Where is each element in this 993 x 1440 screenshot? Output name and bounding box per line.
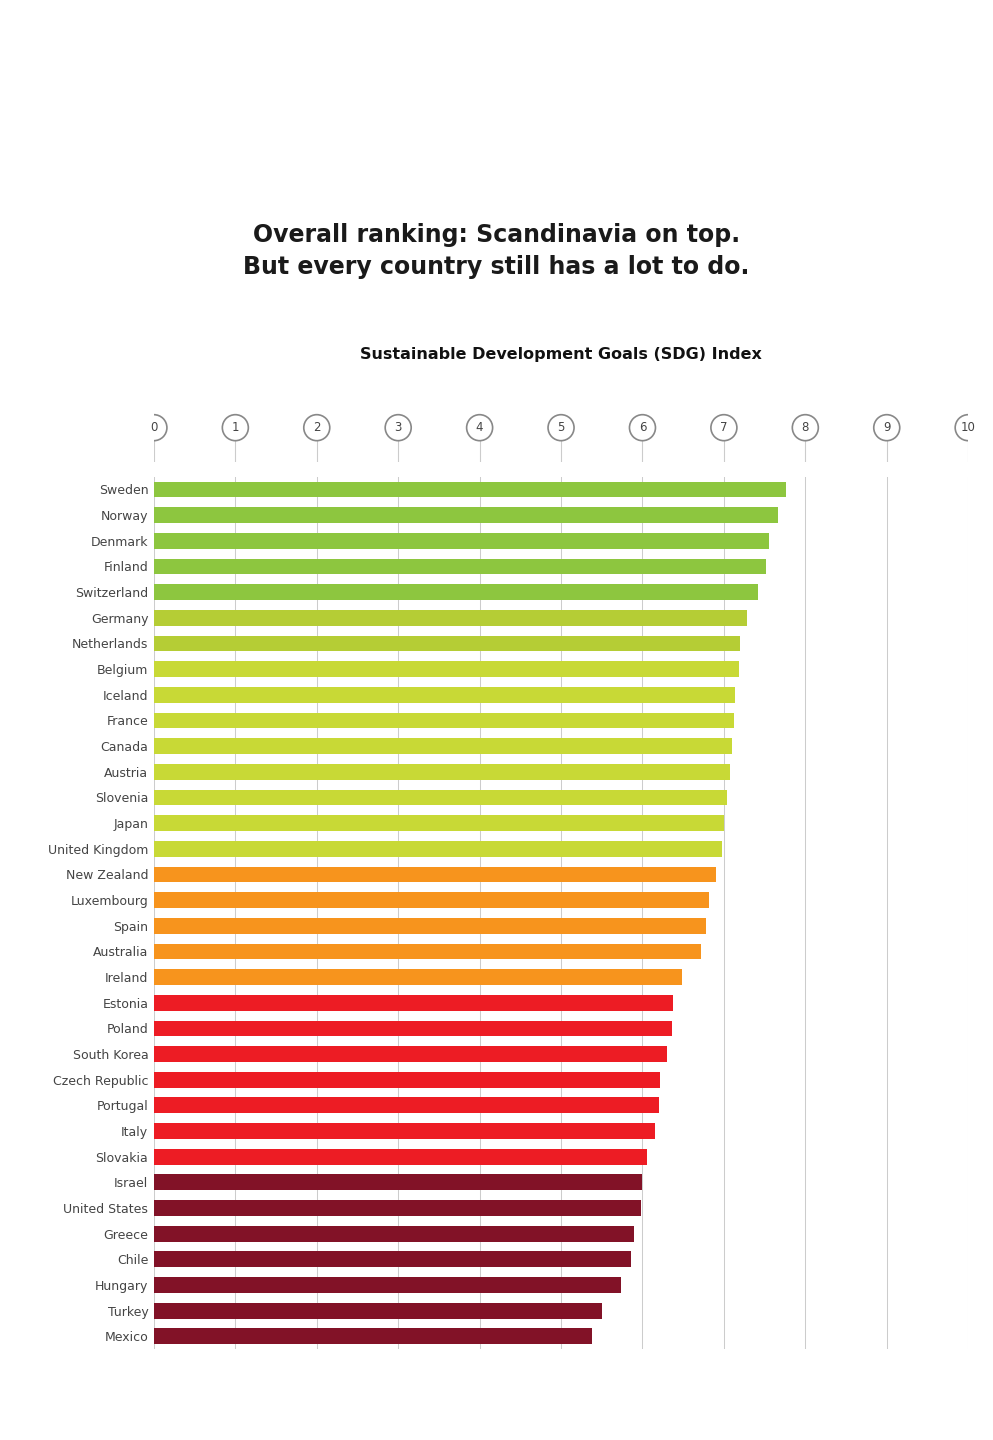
Bar [154,1175,642,1191]
Bar [154,481,785,497]
Text: Stiftung: Stiftung [890,1391,963,1405]
Bar [154,739,732,755]
Bar [154,1047,667,1063]
Bar [154,661,739,677]
Bar [154,713,734,729]
Text: 9: 9 [883,420,891,435]
Text: 1: 1 [231,420,239,435]
Text: 5: 5 [557,420,565,435]
Bar [154,1225,635,1241]
Text: |: | [842,1388,849,1408]
Bar [154,611,747,626]
Bar [154,815,724,831]
Bar [154,1200,640,1215]
Bar [154,969,681,985]
Text: Bertelsmann: Bertelsmann [737,1391,839,1405]
Bar [154,507,778,523]
Text: © Bertelsmann Stiftung 2015: © Bertelsmann Stiftung 2015 [30,1391,215,1405]
Text: 4: 4 [476,420,484,435]
Bar [154,1303,602,1319]
Bar [154,1277,622,1293]
Text: 3: 3 [394,420,402,435]
Bar [154,995,673,1011]
Bar [154,867,716,883]
Text: 2: 2 [313,420,321,435]
Bar [154,635,740,651]
Bar [154,559,767,575]
Bar [154,789,727,805]
Text: Overall ranking: Scandinavia on top.
But every country still has a lot to do.: Overall ranking: Scandinavia on top. But… [243,223,750,279]
Bar [154,1021,672,1037]
Bar [154,763,731,779]
Text: The UN member states have set 17 new
Sustainable Development Goals beginning in : The UN member states have set 17 new Sus… [75,58,918,122]
Bar [154,943,701,959]
Bar [154,1329,592,1345]
Bar [154,1251,632,1267]
Bar [154,585,758,600]
Bar [154,687,735,703]
Text: 0: 0 [150,420,158,435]
Bar [154,1071,660,1087]
Bar [154,893,709,909]
Text: 8: 8 [801,420,809,435]
Bar [154,1097,658,1113]
Bar [154,1149,646,1165]
Text: 10: 10 [961,420,975,435]
Text: 7: 7 [720,420,728,435]
Text: 6: 6 [638,420,646,435]
Bar [154,533,769,549]
Bar [154,917,706,933]
Bar [154,1123,654,1139]
Text: Sustainable Development Goals (SDG) Index: Sustainable Development Goals (SDG) Inde… [360,347,762,361]
Bar [154,841,722,857]
